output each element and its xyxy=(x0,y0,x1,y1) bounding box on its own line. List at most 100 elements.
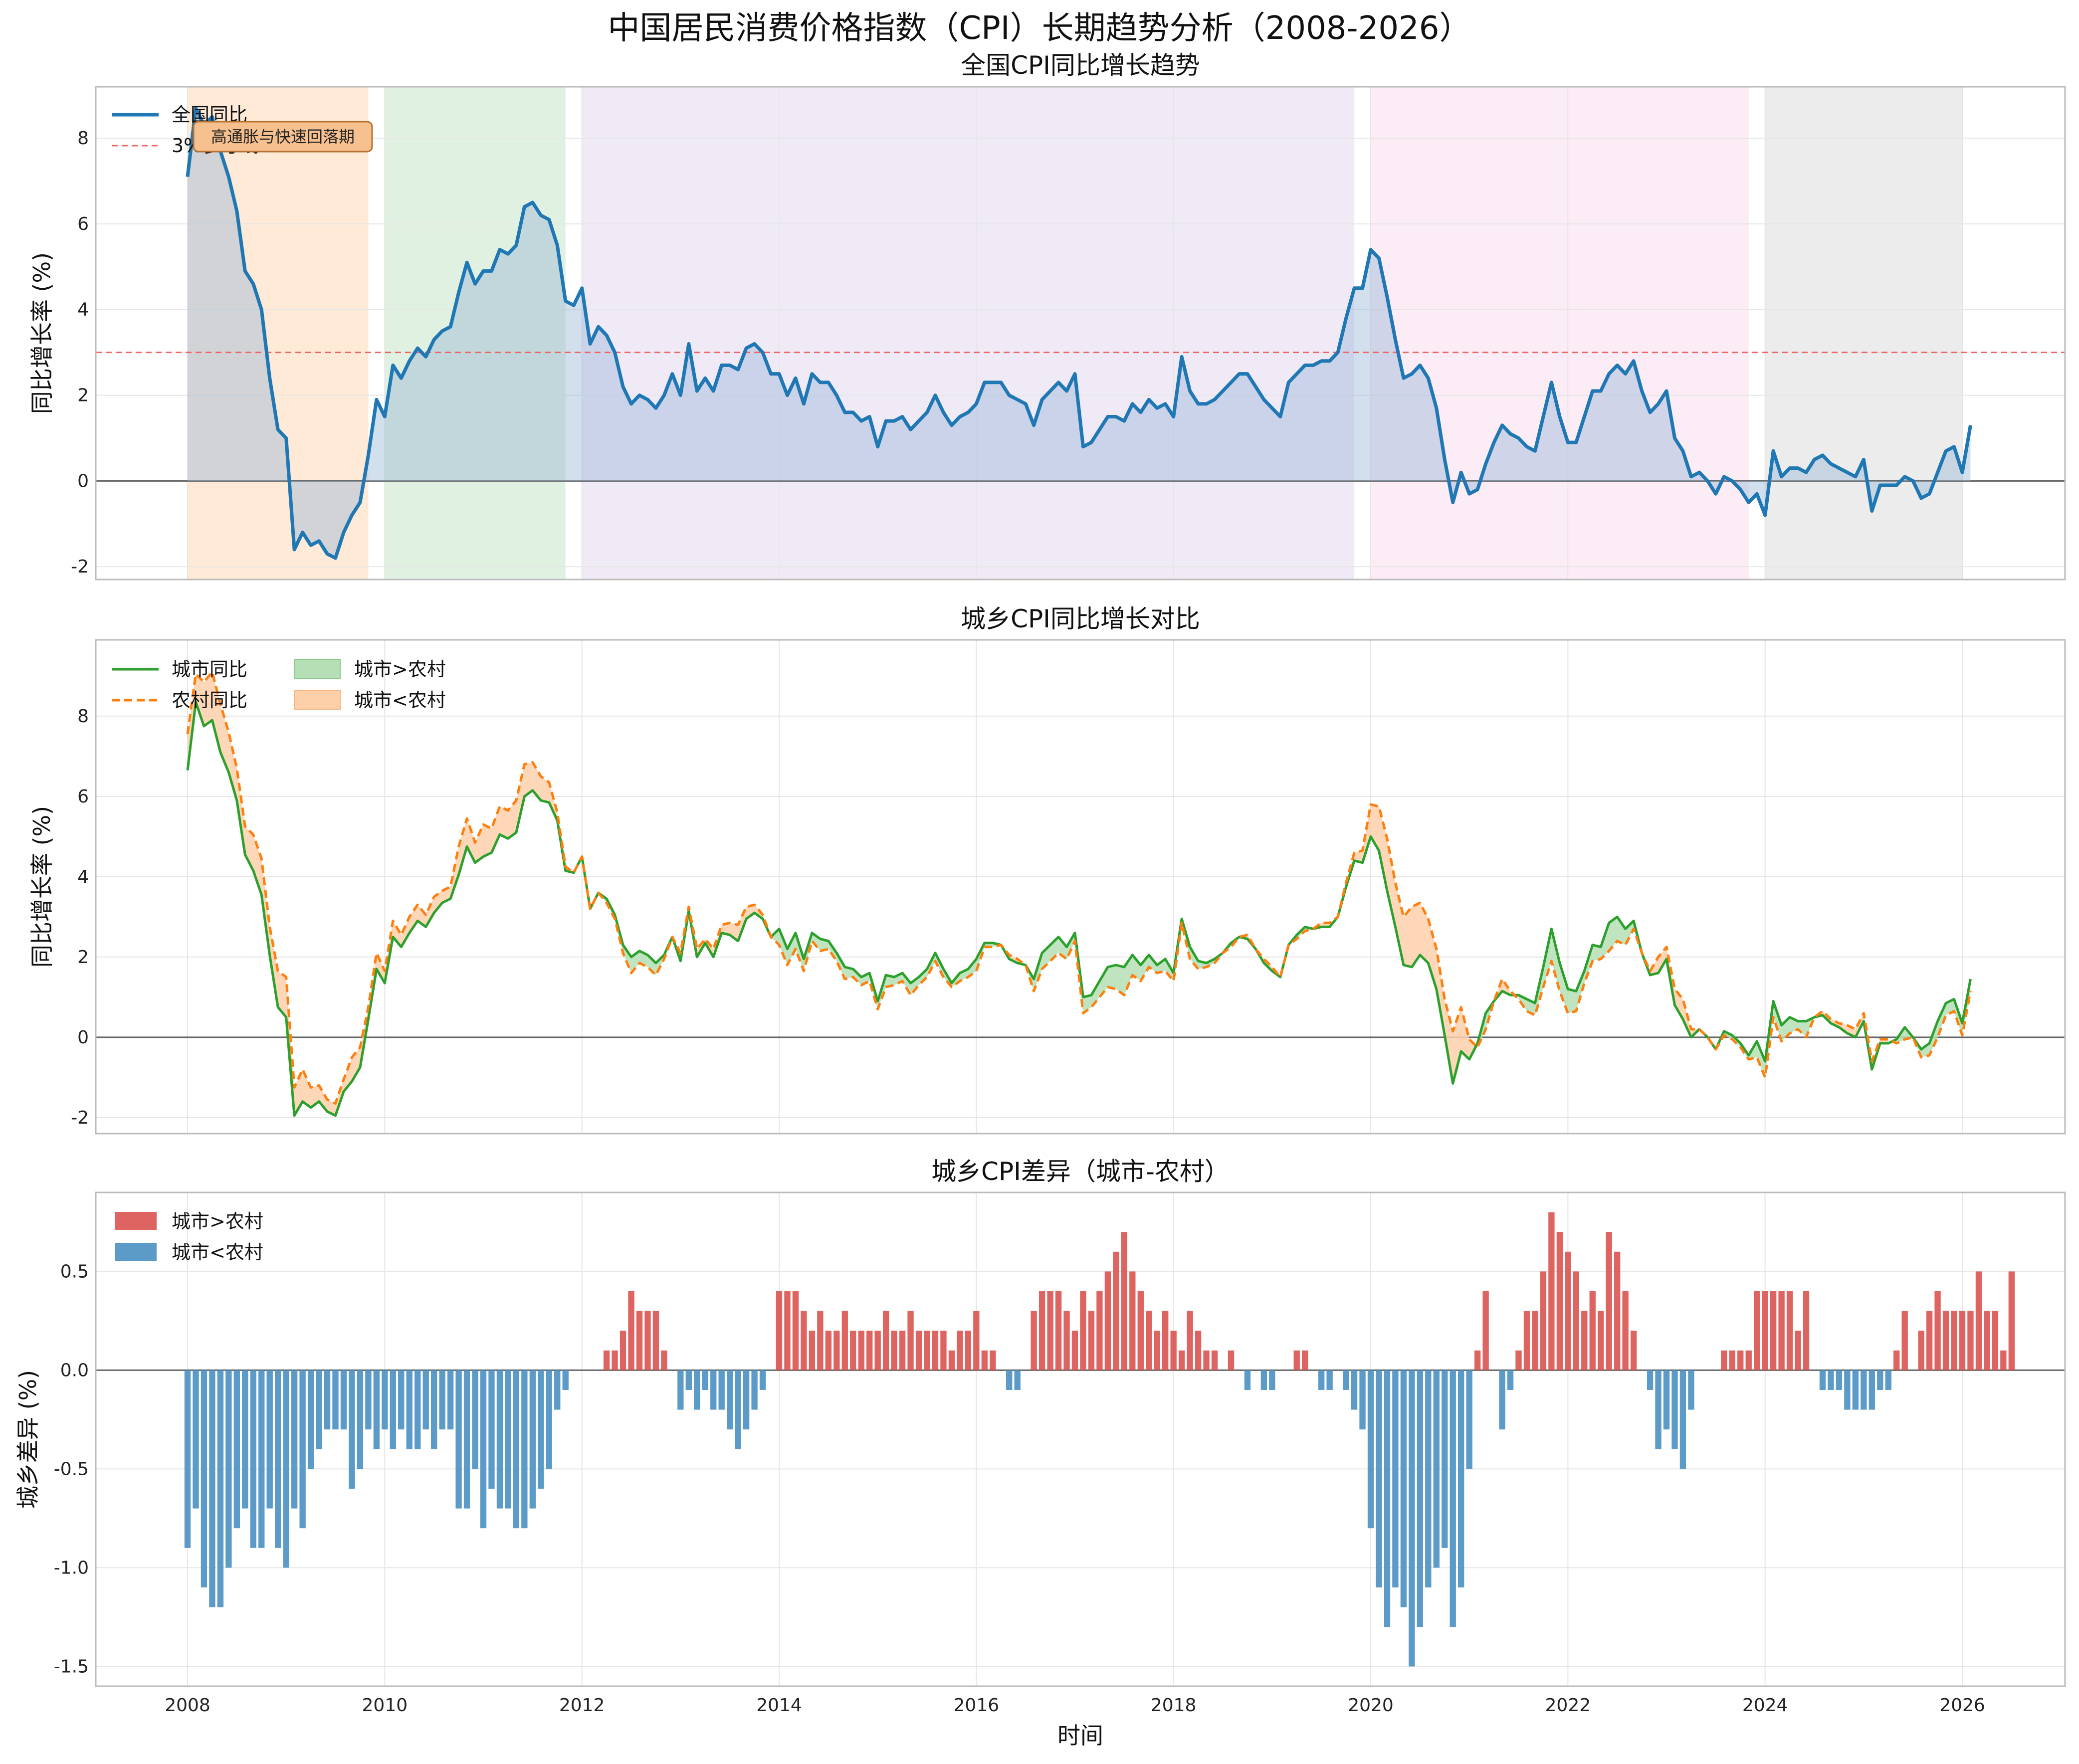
fill-urban-lower xyxy=(524,762,533,796)
bar-urban-lower xyxy=(1400,1370,1407,1607)
bar-urban-lower xyxy=(283,1370,289,1568)
bar-urban-higher xyxy=(1984,1311,1990,1371)
fill-urban-lower xyxy=(1403,907,1412,967)
bar-urban-higher xyxy=(1195,1331,1202,1371)
fill-urban-lower xyxy=(1445,999,1453,1084)
bar-urban-lower xyxy=(275,1370,281,1548)
bar-urban-lower xyxy=(562,1370,569,1390)
bar-urban-higher xyxy=(1762,1291,1768,1371)
bar-urban-higher xyxy=(1951,1311,1957,1371)
bar-urban-higher xyxy=(1598,1311,1604,1371)
bar-urban-lower xyxy=(1885,1370,1891,1390)
bar-urban-lower xyxy=(1688,1370,1694,1410)
fill-urban-higher xyxy=(787,933,796,965)
bar-urban-lower xyxy=(1409,1370,1415,1667)
bar-urban-lower xyxy=(258,1370,265,1548)
bar-urban-higher xyxy=(1080,1291,1086,1371)
x-tick-label: 2020 xyxy=(1348,1695,1394,1716)
phase-band xyxy=(1371,87,1749,580)
fill-urban-lower xyxy=(1428,919,1437,989)
bar-urban-higher xyxy=(1786,1291,1793,1371)
fill-urban-lower xyxy=(746,905,755,919)
fill-urban-higher xyxy=(779,929,788,965)
bar-urban-higher xyxy=(1721,1350,1727,1371)
bar-urban-higher xyxy=(990,1350,996,1371)
fill-urban-lower xyxy=(475,824,483,863)
bar-urban-lower xyxy=(390,1370,396,1449)
bar-urban-lower xyxy=(1844,1370,1851,1410)
fill-urban-higher xyxy=(820,939,829,951)
bar-urban-lower xyxy=(209,1370,215,1607)
bar-urban-higher xyxy=(1293,1350,1300,1371)
bar-urban-lower xyxy=(1376,1370,1382,1587)
phase-annotation: 高通胀与快速回落期 xyxy=(193,121,373,153)
bar-urban-lower xyxy=(299,1370,306,1529)
bar-urban-lower xyxy=(422,1370,429,1430)
bar-urban-lower xyxy=(357,1370,364,1469)
phase-band xyxy=(385,87,566,580)
bar-urban-higher xyxy=(1556,1232,1563,1371)
bar-urban-higher xyxy=(1129,1271,1136,1371)
bar-urban-lower xyxy=(1367,1370,1374,1529)
bar-urban-higher xyxy=(2000,1350,2007,1371)
bar-urban-higher xyxy=(1589,1291,1596,1371)
annotation-box xyxy=(193,121,373,153)
bar-urban-lower xyxy=(521,1370,528,1529)
fill-urban-higher xyxy=(1091,981,1100,1007)
bar-urban-lower xyxy=(1425,1370,1432,1587)
plot-area xyxy=(96,1212,2065,1667)
urban-cpi-line xyxy=(186,701,1972,1117)
fill-urban-lower xyxy=(483,824,492,857)
fill-urban-lower xyxy=(467,818,475,863)
bar-urban-lower xyxy=(455,1370,462,1509)
bar-urban-lower xyxy=(349,1370,355,1489)
bar-urban-higher xyxy=(1573,1271,1579,1371)
bar-urban-lower xyxy=(415,1370,421,1449)
bar-urban-lower xyxy=(1417,1370,1424,1627)
bar-urban-lower xyxy=(1507,1370,1514,1390)
bar-urban-higher xyxy=(1162,1311,1169,1371)
bar-urban-higher xyxy=(1178,1350,1185,1371)
fill-urban-lower xyxy=(228,732,237,800)
fill-urban-lower xyxy=(499,806,508,839)
bar-urban-higher xyxy=(957,1331,963,1371)
bar-urban-lower xyxy=(373,1370,380,1449)
bar-urban-higher xyxy=(981,1350,988,1371)
x-tick-label: 2008 xyxy=(165,1695,210,1716)
fill-urban-higher xyxy=(1559,963,1568,1013)
bar-urban-lower xyxy=(743,1370,750,1430)
bar-urban-higher xyxy=(1614,1251,1621,1371)
bar-urban-higher xyxy=(1515,1350,1522,1371)
plot-area xyxy=(96,106,2065,560)
bar-urban-lower xyxy=(1343,1370,1349,1390)
bar-urban-higher xyxy=(1901,1311,1908,1371)
bar-urban-higher xyxy=(612,1350,618,1371)
fill-urban-lower xyxy=(319,1085,328,1112)
bar-urban-higher xyxy=(1934,1291,1941,1371)
fill-urban-lower xyxy=(1436,949,1445,1035)
bar-urban-higher xyxy=(1063,1311,1070,1371)
bar-urban-lower xyxy=(398,1370,405,1430)
fill-urban-lower xyxy=(401,917,410,947)
x-tick-label: 2010 xyxy=(362,1695,408,1716)
y-tick-label: 0.0 xyxy=(60,1360,89,1380)
bar-urban-lower xyxy=(472,1370,478,1469)
bar-urban-higher xyxy=(825,1331,832,1371)
fill-urban-lower xyxy=(458,818,467,875)
bar-urban-higher xyxy=(1959,1311,1966,1371)
rural-cpi-line xyxy=(186,670,1972,1105)
bar-urban-higher xyxy=(628,1291,634,1371)
bar-urban-lower xyxy=(1458,1370,1464,1587)
bar-urban-lower xyxy=(538,1370,544,1489)
x-tick-label: 2012 xyxy=(559,1695,605,1716)
bar-urban-higher xyxy=(776,1291,783,1371)
fill-urban-higher xyxy=(1132,955,1141,981)
y-axis-label-national: 同比增长率 (%) xyxy=(28,252,55,414)
fill-urban-lower xyxy=(508,800,516,839)
fill-urban-higher xyxy=(1107,965,1116,989)
bar-urban-lower xyxy=(1663,1370,1670,1430)
fill-urban-higher xyxy=(1798,1021,1807,1037)
bar-urban-higher xyxy=(1113,1251,1119,1371)
bar-urban-higher xyxy=(792,1291,799,1371)
fill-urban-lower xyxy=(1362,804,1371,863)
